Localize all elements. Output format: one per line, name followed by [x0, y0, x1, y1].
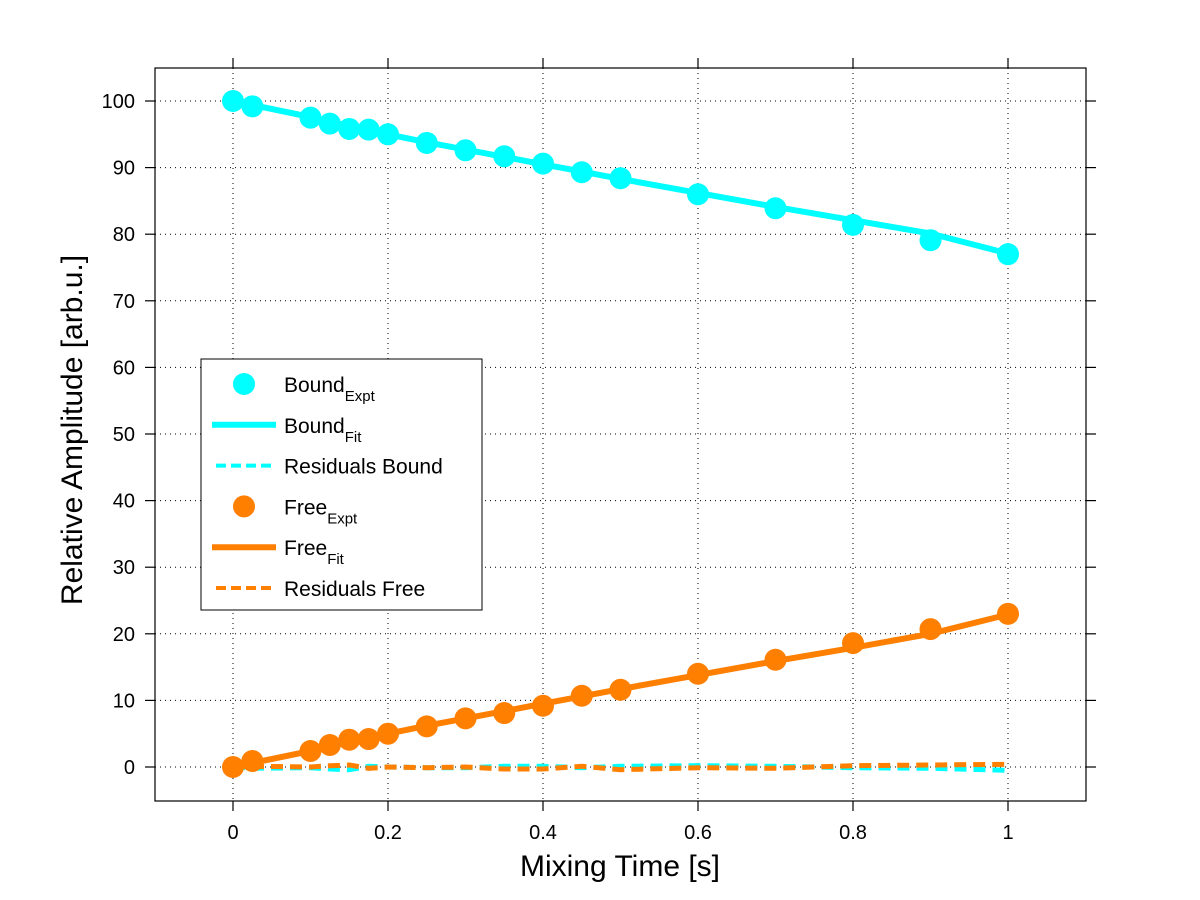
y-axis-title: Relative Amplitude [arb.u.] [56, 255, 89, 605]
y-tick-label: 90 [113, 158, 135, 180]
x-axis-title: Mixing Time [s] [520, 850, 720, 883]
free-expt-point [609, 678, 632, 701]
free-expt-point [415, 715, 438, 738]
bound-expt-point [919, 229, 942, 252]
free-expt-point [299, 740, 322, 763]
x-tick-label: 0 [227, 822, 238, 844]
free-expt-point [493, 702, 516, 725]
legend-item-bound-expt: BoundExpt [233, 373, 376, 405]
legend-label: BoundFit [284, 415, 362, 446]
x-tick-label: 0.2 [374, 822, 402, 844]
y-tick-label: 30 [113, 557, 135, 579]
legend-label: BoundExpt [284, 374, 376, 405]
free-expt-markers [222, 602, 1019, 778]
bound-expt-point [609, 167, 632, 190]
free-expt-point [222, 756, 244, 778]
free-expt-point [764, 648, 787, 671]
bound-expt-point [299, 106, 322, 129]
bound-expt-point [997, 243, 1019, 266]
free-expt-point [842, 632, 864, 655]
legend-label: FreeFit [284, 537, 345, 568]
legend-item-residuals-free: Residuals Free [216, 578, 425, 601]
bound-expt-point [222, 90, 244, 112]
legend-item-bound-fit: BoundFit [212, 415, 362, 446]
bound-expt-point [764, 197, 787, 220]
x-tick-label: 0.8 [839, 822, 867, 844]
bound-expt-point [415, 131, 438, 154]
y-tick-label: 0 [124, 757, 135, 779]
y-tick-label: 80 [113, 224, 135, 246]
free-expt-point [338, 728, 361, 751]
y-tick-label: 60 [113, 357, 135, 379]
free-expt-point [532, 694, 554, 717]
legend-marker-icon [233, 373, 255, 395]
y-tick-label: 100 [102, 91, 135, 113]
legend: BoundExpt BoundFit Residuals Bound FreeExpt… [200, 358, 483, 611]
bound-expt-markers [222, 90, 1019, 266]
y-tick-label: 50 [113, 424, 135, 446]
bound-expt-point [318, 112, 341, 135]
y-tick-label: 20 [113, 624, 135, 646]
bound-expt-point [377, 123, 399, 146]
free-expt-point [318, 734, 341, 757]
bound-expt-point [338, 117, 361, 140]
free-expt-point [687, 662, 709, 685]
free-expt-point [241, 750, 264, 773]
legend-label: Residuals Bound [284, 456, 443, 479]
bound-expt-point [454, 139, 477, 162]
y-tick-label: 10 [113, 690, 135, 712]
legend-box [200, 358, 483, 611]
residuals-free-line [232, 761, 1009, 773]
bound-expt-point [532, 152, 554, 175]
y-tick-label: 40 [113, 491, 135, 513]
y-tick-label: 70 [113, 291, 135, 313]
x-tick-label: 1 [1002, 822, 1013, 844]
free-expt-point [570, 684, 593, 707]
free-expt-point [357, 728, 380, 751]
x-tick-label: 0.4 [529, 822, 557, 844]
x-tick-label: 0.6 [684, 822, 712, 844]
bound-expt-point [357, 118, 380, 141]
bound-expt-point [241, 95, 264, 118]
legend-label: Residuals Free [284, 578, 425, 601]
free-expt-point [377, 722, 399, 745]
bound-expt-point [493, 145, 516, 168]
bound-expt-point [570, 161, 593, 184]
free-expt-point [919, 618, 942, 641]
legend-marker-icon [233, 495, 255, 518]
free-expt-point [454, 707, 477, 730]
legend-item-free-fit: FreeFit [212, 537, 345, 568]
legend-label: FreeExpt [284, 496, 358, 527]
bound-expt-point [842, 213, 864, 236]
legend-item-free-expt: FreeExpt [233, 495, 358, 527]
legend-item-residuals-bound: Residuals Bound [216, 456, 443, 479]
bound-expt-point [687, 183, 709, 206]
free-expt-point [997, 602, 1019, 625]
